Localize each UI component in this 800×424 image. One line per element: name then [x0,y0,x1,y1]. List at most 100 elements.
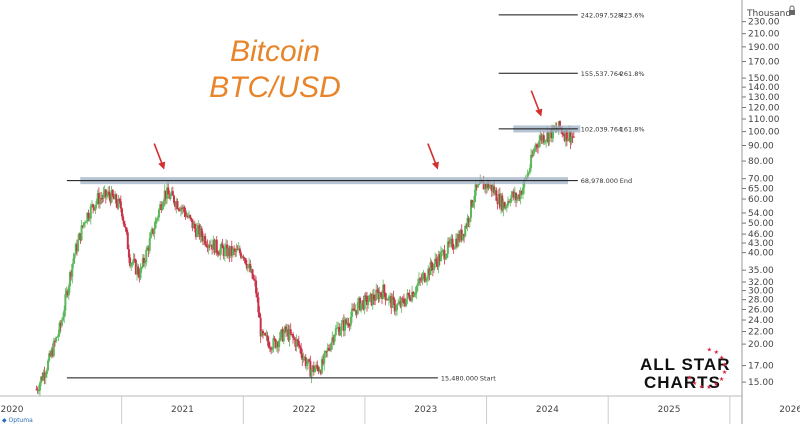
candle-body [141,257,144,268]
candle-body [55,337,58,342]
candle-body [259,317,262,337]
candle-body [62,317,65,321]
candle-body [230,246,233,256]
candle-body [208,245,211,247]
x-tick-label: 2022 [293,405,316,415]
y-tick-label: 50.00 [748,219,774,229]
candle-body [115,194,118,204]
candle-body [311,365,314,370]
candle-body [393,299,396,312]
candle-body [535,144,538,147]
candle-body [326,347,329,352]
candle-body [207,245,210,248]
candle-body [248,263,251,266]
candle-body [370,293,373,306]
lock-icon[interactable] [789,5,795,15]
candle-body [510,195,513,202]
y-tick-label: 20.00 [748,340,774,350]
candle-body [211,244,214,250]
candle-body [153,228,156,234]
candle-body [85,221,88,223]
candle-body [389,296,392,298]
candle-body [114,194,117,200]
candle-body [156,217,159,219]
candle-body [526,173,529,179]
candle-body [567,138,570,142]
star-icon: ★ [714,349,719,356]
candle-body [73,254,76,259]
candle-body [416,283,419,287]
candle-body [445,253,448,258]
candle-body [220,243,223,249]
candle-body [164,190,167,199]
x-tick-label: 2023 [414,405,437,415]
candle-body [67,286,70,296]
arrow-head [431,161,439,170]
candle-body [427,268,430,279]
candle-body [296,339,299,341]
candle-body [355,310,358,315]
candle-body [550,128,553,139]
candle-body [331,337,334,344]
candle-body [78,233,81,240]
candle-body [97,193,100,205]
candle-body [57,333,60,337]
candle-body [537,146,540,148]
candle-body [131,262,134,264]
candle-body [282,332,285,342]
candle-body [442,250,445,252]
logo-line2: CHARTS [644,373,721,392]
candle-body [339,330,342,336]
candle-body [337,327,340,329]
candle-body [101,198,104,200]
candle-body [473,195,476,203]
candle-body [177,208,180,210]
candle-body [503,201,506,209]
candle-body [511,191,514,196]
optuma-icon: ◆ [2,417,7,424]
candle-body [117,198,120,208]
candle-body [44,373,47,378]
candle-body [352,308,355,310]
candle-body [258,312,261,318]
candle-body [197,225,200,228]
candle-body [540,135,543,141]
candle-body [532,151,535,157]
candle-body [396,304,399,311]
candle-body [345,319,348,324]
candle-body [443,250,446,260]
candle-body [545,139,548,142]
candle-body [255,280,258,294]
candle-body [49,353,52,357]
candle-body [209,244,212,247]
candle-body [460,229,463,240]
arrow-head [158,161,166,170]
candle-body [125,227,128,233]
candle-body [391,296,394,308]
candle-body [383,284,386,293]
y-tick-label: 54.00 [748,209,774,219]
candle-body [176,201,179,209]
candle-body [304,357,307,366]
candle-body [451,238,454,249]
candle-body [518,194,521,199]
candle-body [191,219,194,229]
candle-body [456,238,459,247]
candle-body [365,295,368,305]
candle-body [170,191,173,195]
candle-body [142,257,145,264]
x-tick-label: 2025 [658,405,681,415]
candle-body [319,370,322,374]
candle-body [513,193,516,198]
candle-body [237,248,240,250]
candle-body [212,239,215,250]
candle-body [77,239,80,252]
candle-body [330,343,333,351]
candle-body [257,297,260,313]
candle-body [182,207,185,209]
candle-body [45,370,48,374]
candle-body [371,294,374,306]
candle-body [434,258,437,265]
y-tick-label: 150.00 [748,74,780,84]
candle-body [346,322,349,324]
